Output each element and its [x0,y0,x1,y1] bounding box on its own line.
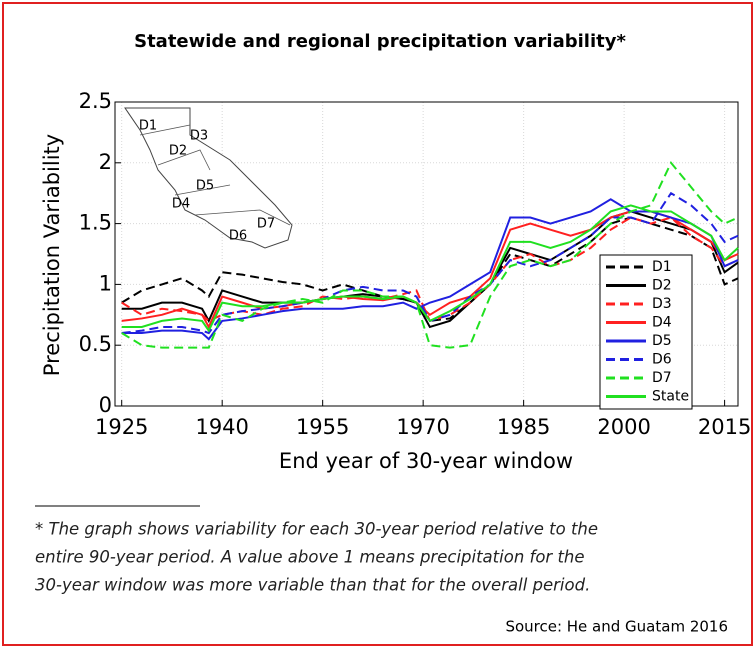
legend-label: D4 [652,315,672,331]
map-label: D3 [190,129,208,144]
y-tick-label: 0.5 [79,332,112,356]
y-tick-label: 2 [99,150,112,174]
legend-label: D5 [652,333,672,349]
map-label: D5 [196,179,214,194]
map-label: D7 [257,217,275,232]
series-line [121,191,739,335]
legend-label: State [652,389,689,405]
series-line [121,204,739,333]
y-axis-label: Precipitation Variability [40,134,64,376]
legend-label: D7 [652,370,672,386]
map-label: D1 [139,119,157,134]
y-tick-label: 2.5 [79,89,112,113]
x-tick-label: 1955 [296,415,349,439]
map-regions [139,124,291,226]
x-tick-label: 1985 [497,415,550,439]
y-tick-label: 0 [99,393,112,417]
x-tick-label: 1940 [195,415,248,439]
x-tick-label: 2015 [698,415,751,439]
source: Source: He and Guatam 2016 [505,618,728,636]
legend-label: D3 [652,296,672,312]
legend-box [599,254,693,410]
x-tick-label: 2000 [597,415,650,439]
chart-title: Statewide and regional precipitation var… [134,31,626,52]
legend-label: D6 [652,352,672,368]
footnote-line: 30-year window was more variable than th… [35,576,590,595]
map-label: D6 [229,229,247,244]
legend-label: D1 [652,259,672,275]
y-tick-label: 1.5 [79,211,112,235]
legend-label: D2 [652,278,672,294]
series-line [121,198,739,341]
map-label: D2 [169,144,187,159]
series-line [121,210,739,329]
footnote-line: entire 90-year period. A value above 1 m… [35,548,585,567]
x-tick-label: 1925 [95,415,148,439]
footnote-line: * The graph shows variability for each 3… [35,520,598,539]
map-outline [124,107,293,249]
map-label: D4 [172,197,190,212]
x-tick-label: 1970 [396,415,449,439]
series-line [121,160,739,349]
x-axis-label: End year of 30-year window [279,449,573,473]
y-tick-label: 1 [99,271,112,295]
